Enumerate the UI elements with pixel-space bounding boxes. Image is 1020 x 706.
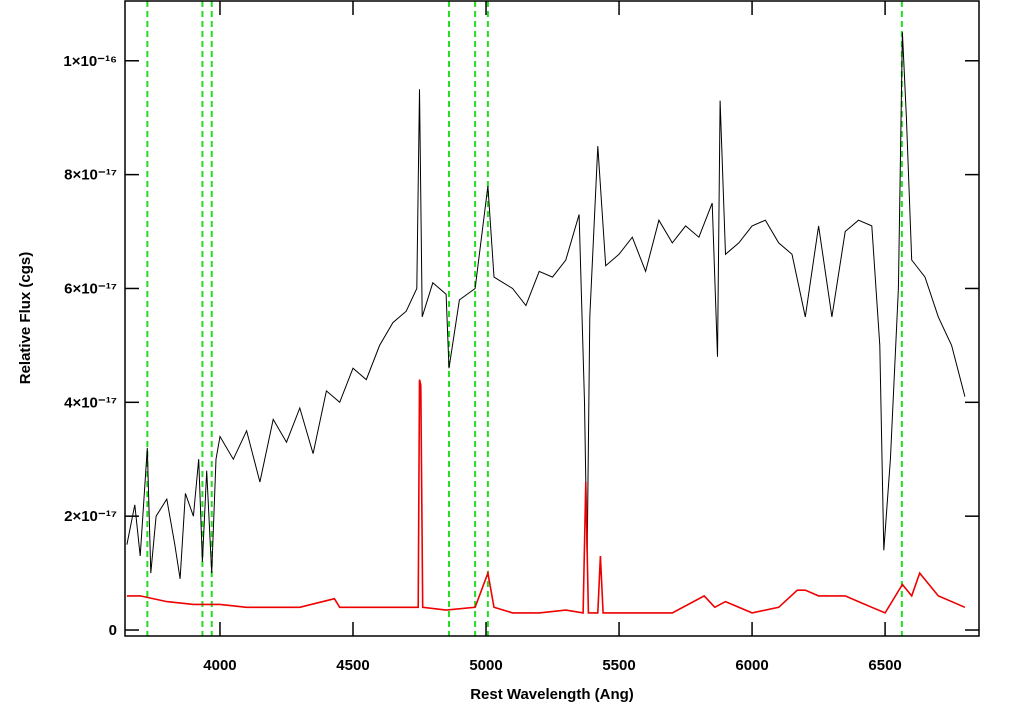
x-tick-label: 5000 — [469, 657, 502, 674]
y-tick-label: 2×10⁻¹⁷ — [64, 508, 117, 525]
x-tick-label: 4000 — [203, 657, 236, 674]
y-axis-label: Relative Flux (cgs) — [17, 252, 34, 385]
x-tick-label: 4500 — [336, 657, 369, 674]
y-tick-label: 4×10⁻¹⁷ — [64, 394, 117, 411]
x-tick-label: 6000 — [735, 657, 768, 674]
x-tick-label: 6500 — [868, 657, 901, 674]
y-tick-label: 1×10⁻¹⁶ — [63, 53, 117, 70]
y-tick-label: 8×10⁻¹⁷ — [64, 167, 117, 184]
plot-frame — [124, 0, 980, 637]
x-tick-label: 5500 — [602, 657, 635, 674]
x-axis-label: Rest Wavelength (Ang) — [470, 686, 634, 703]
y-tick-label: 6×10⁻¹⁷ — [64, 280, 117, 297]
spectrum-line — [126, 379, 966, 614]
y-tick-label: 0 — [109, 622, 117, 639]
spectrum-line — [126, 32, 966, 579]
